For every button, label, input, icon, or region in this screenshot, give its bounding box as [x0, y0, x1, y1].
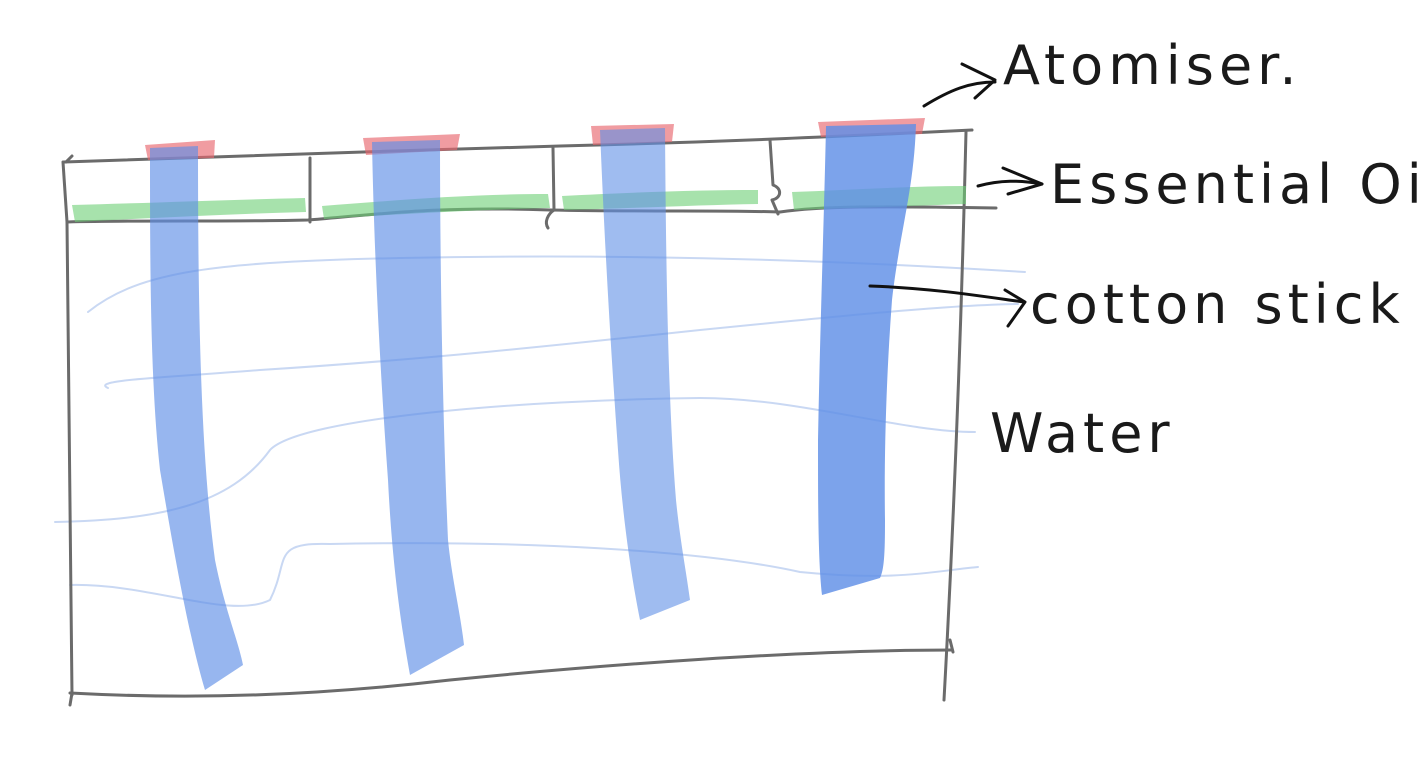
cotton-stick-arrow [868, 284, 1026, 304]
essential-oil-label: Essential Oil. [1050, 153, 1417, 216]
atomiser-label: Atomiser. [1003, 34, 1302, 97]
label-arrows [868, 62, 1044, 328]
cotton-stick-4 [818, 124, 916, 595]
atomiser-arrow [922, 80, 997, 108]
cotton-stick-3 [600, 128, 690, 620]
labels: Atomiser. Essential Oil. cotton stick Wa… [990, 34, 1417, 465]
cotton-sticks [150, 124, 916, 690]
water-label: Water [990, 402, 1175, 465]
cotton-stick-1 [150, 146, 243, 690]
cotton-stick-2 [372, 140, 464, 675]
cotton-stick-label: cotton stick [1030, 273, 1405, 336]
